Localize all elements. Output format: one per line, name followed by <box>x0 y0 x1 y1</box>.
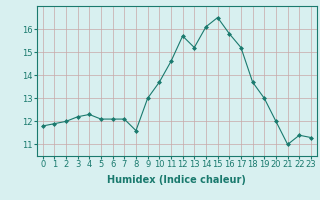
X-axis label: Humidex (Indice chaleur): Humidex (Indice chaleur) <box>108 175 246 185</box>
